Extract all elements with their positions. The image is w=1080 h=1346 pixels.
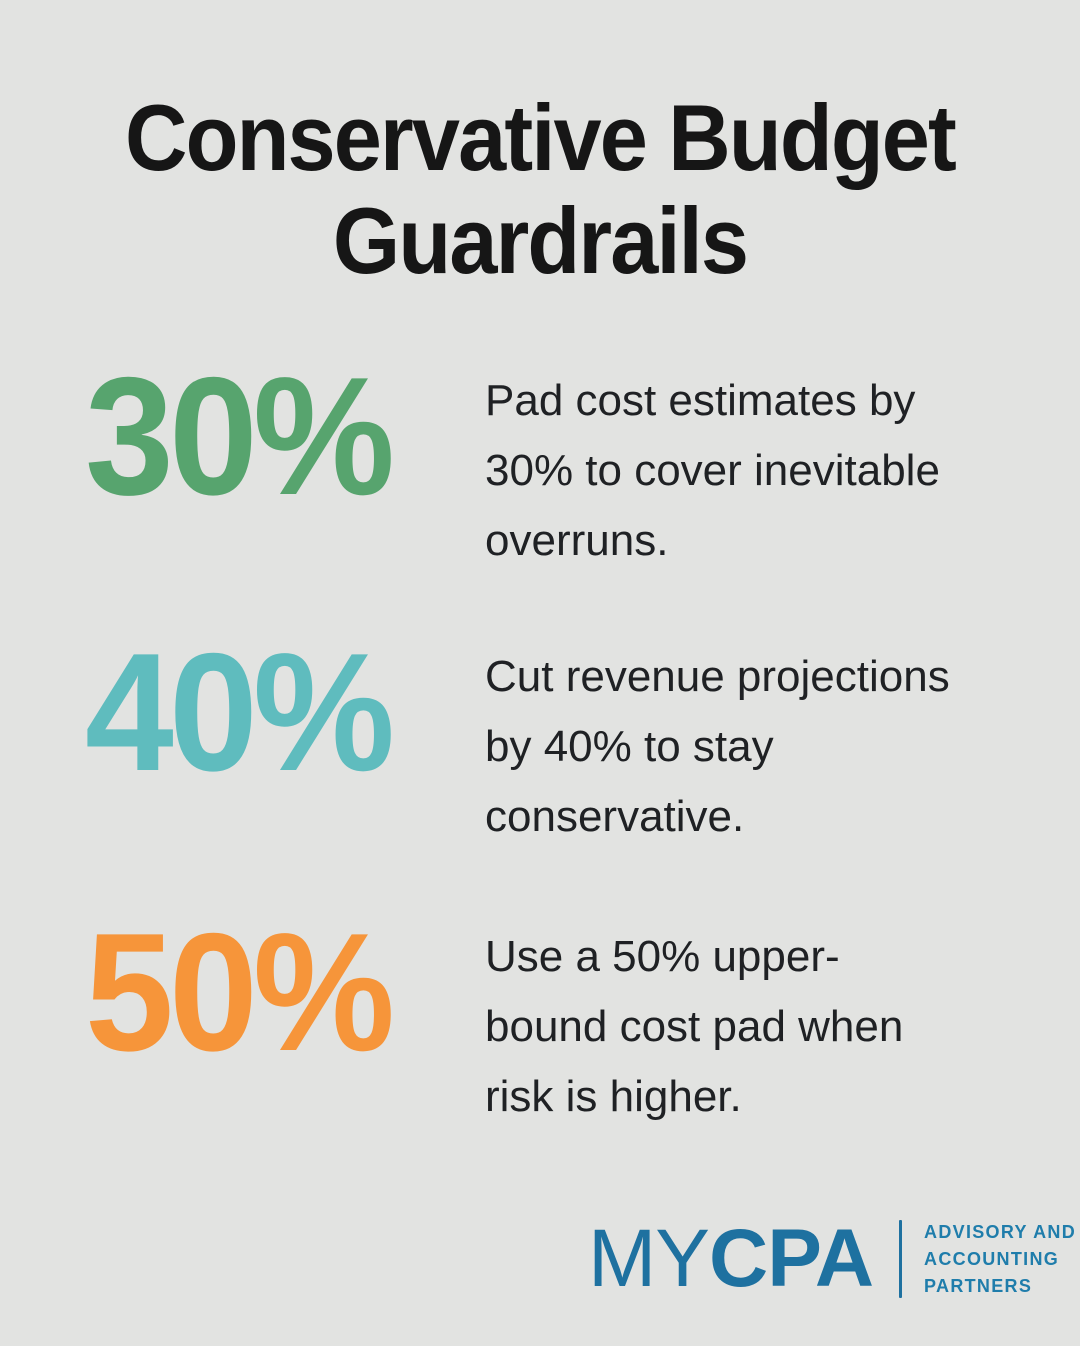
stat-description-line: Pad cost estimates by — [485, 376, 916, 425]
mycpa-logo: MYCPA ADVISORY AND ACCOUNTING PARTNERS — [588, 1218, 1076, 1300]
logo-tagline: ADVISORY AND ACCOUNTING PARTNERS — [924, 1219, 1076, 1300]
stat-description-line: Use a 50% upper- — [485, 932, 840, 981]
logo-tagline-line-3: PARTNERS — [924, 1275, 1033, 1296]
logo-tagline-line-2: ACCOUNTING — [924, 1248, 1060, 1269]
stat-value-30-percent: 30% — [85, 342, 395, 530]
stat-row-40-percent: 40% Cut revenue projections by 40% to st… — [85, 628, 1020, 852]
logo-divider — [899, 1220, 903, 1298]
stat-description-40-percent: Cut revenue projections by 40% to stay c… — [485, 628, 1020, 852]
page-title: Conservative Budget Guardrails — [43, 86, 1037, 293]
mycpa-logo-wordmark: MYCPA — [588, 1218, 874, 1300]
stat-value-40-percent: 40% — [85, 618, 395, 806]
page-title-line-2: Guardrails — [332, 188, 749, 294]
page-title-line-1: Conservative Budget — [124, 85, 957, 190]
stat-value-50-percent: 50% — [85, 898, 395, 1086]
logo-tagline-line-1: ADVISORY AND — [924, 1221, 1077, 1242]
stat-description-line: 30% to cover inevitable — [485, 446, 940, 495]
stat-description-line: bound cost pad when — [485, 1002, 904, 1051]
mycpa-logo-my: MY — [588, 1213, 710, 1304]
stat-description-line: overruns. — [485, 516, 669, 565]
stat-row-50-percent: 50% Use a 50% upper- bound cost pad when… — [85, 908, 1020, 1132]
stat-description-line: conservative. — [485, 792, 745, 841]
mycpa-logo-cpa: CPA — [709, 1213, 874, 1304]
stat-description-line: by 40% to stay — [485, 722, 774, 771]
stat-description-line: risk is higher. — [485, 1072, 742, 1121]
stat-description-line: Cut revenue projections — [485, 652, 950, 701]
stat-row-30-percent: 30% Pad cost estimates by 30% to cover i… — [85, 352, 1020, 576]
stat-description-50-percent: Use a 50% upper- bound cost pad when ris… — [485, 908, 1020, 1132]
stat-description-30-percent: Pad cost estimates by 30% to cover inevi… — [485, 352, 1020, 576]
